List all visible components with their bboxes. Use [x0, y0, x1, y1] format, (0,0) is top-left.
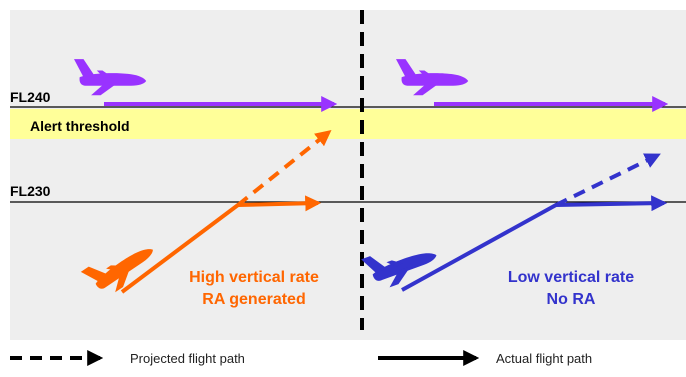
right-caption-line2: No RA [547, 291, 596, 308]
legend-actual-label: Actual flight path [496, 351, 592, 366]
left-caption-line2: RA generated [202, 291, 305, 308]
alert-threshold-band [10, 109, 686, 139]
left-caption-line1: High vertical rate [189, 269, 319, 286]
legend-projected-label: Projected flight path [130, 351, 245, 366]
fl240-label: FL240 [10, 89, 51, 105]
right-caption-line1: Low vertical rate [508, 269, 634, 286]
alert-threshold-label: Alert threshold [30, 118, 130, 134]
fl230-label: FL230 [10, 183, 51, 199]
